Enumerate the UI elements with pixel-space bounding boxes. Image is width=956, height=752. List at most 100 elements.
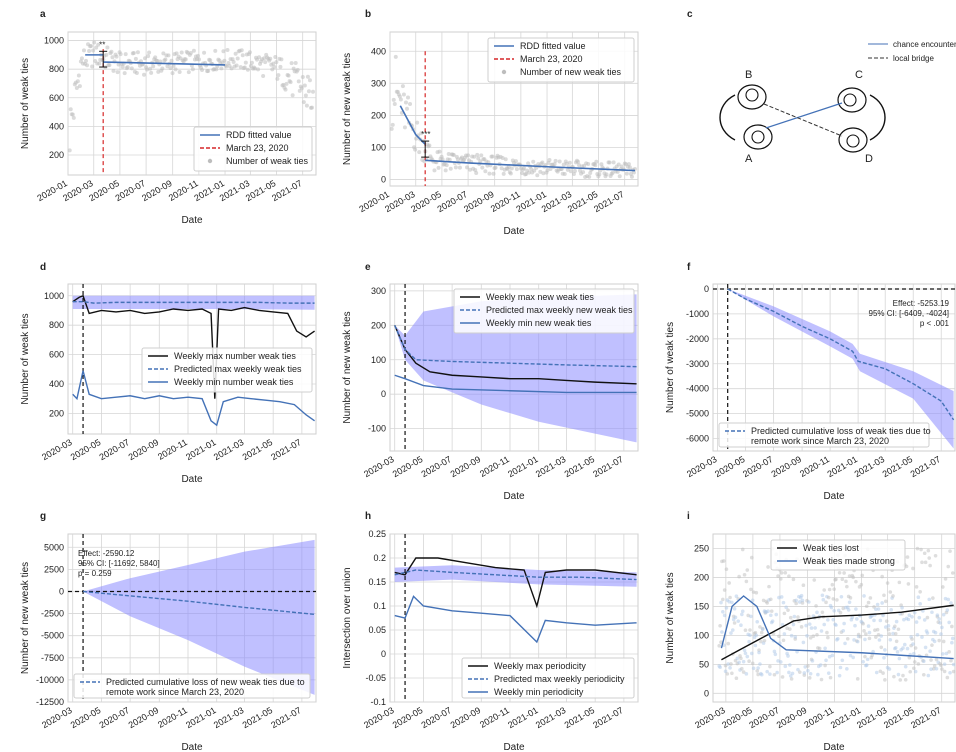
x-tick-label: 2020-05 xyxy=(391,454,425,479)
scatter-point-made-strong xyxy=(782,632,787,636)
scatter-point-lost xyxy=(751,590,756,594)
scatter-point xyxy=(68,107,73,112)
scatter-point-lost xyxy=(838,610,843,615)
legend-entry: remote work since March 23, 2020 xyxy=(106,687,244,697)
panel-letter-f: f xyxy=(687,262,691,273)
scatter-point-made-strong xyxy=(865,657,870,662)
x-tick-label: 2021-07 xyxy=(592,189,626,214)
scatter-point-lost xyxy=(749,555,754,560)
scatter-point xyxy=(408,102,413,107)
y-tick-label: 200 xyxy=(694,572,709,582)
scatter-point-lost xyxy=(928,563,932,568)
legend-box xyxy=(770,539,906,571)
scatter-point-made-strong xyxy=(840,658,845,663)
series-line xyxy=(394,325,637,368)
scatter-point-made-strong xyxy=(922,618,927,622)
scatter-point-lost xyxy=(887,632,892,636)
scatter-point-made-strong xyxy=(792,614,797,619)
scatter-point xyxy=(581,170,586,175)
scatter-point xyxy=(143,56,148,61)
y-tick-label: -10000 xyxy=(36,675,64,685)
scatter-point xyxy=(129,66,134,71)
scatter-point-lost xyxy=(769,597,773,602)
x-tick-label: 2020-07 xyxy=(747,705,781,730)
scatter-point xyxy=(406,95,411,100)
diagram-c: chance encounter local bridge B A C D xyxy=(719,40,956,165)
series-line xyxy=(394,374,637,394)
scatter-point-lost xyxy=(824,600,828,605)
scatter-point-made-strong xyxy=(855,617,859,621)
scatter-point xyxy=(229,66,234,71)
y-tick-label: -0.05 xyxy=(365,673,386,683)
scatter-point xyxy=(131,51,136,56)
y-tick-label: 400 xyxy=(49,379,64,389)
scatter-point xyxy=(506,164,511,169)
x-tick-label: 2021-03 xyxy=(853,454,887,479)
scatter-point-made-strong xyxy=(951,662,956,667)
chart-f: 2020-032020-052020-072020-092020-112021-… xyxy=(665,283,956,502)
scatter-point-lost xyxy=(886,627,891,632)
x-tick-label: 2020-03 xyxy=(693,705,727,730)
y-tick-label: 50 xyxy=(699,659,709,669)
scatter-point-made-strong xyxy=(843,641,847,646)
scatter-point xyxy=(444,163,449,168)
series-line xyxy=(394,569,637,581)
y-tick-label: 0.15 xyxy=(368,577,386,587)
scatter-point-lost xyxy=(834,577,838,582)
scatter-point-lost xyxy=(739,656,743,661)
scatter-point-lost xyxy=(943,577,948,581)
scatter-point-lost xyxy=(867,636,872,641)
scatter-point-lost xyxy=(740,547,745,552)
scatter-point-made-strong xyxy=(876,607,881,611)
y-tick-label: 400 xyxy=(371,46,386,56)
scatter-point-lost xyxy=(862,629,866,633)
scatter-point xyxy=(545,168,550,173)
scatter-point-made-strong xyxy=(900,605,904,610)
scatter-point-made-strong xyxy=(846,608,851,612)
panel-letters: a b c d e f g h i xyxy=(40,9,693,522)
x-tick-label: 2020-07 xyxy=(420,454,454,479)
scatter-point xyxy=(77,84,82,89)
scatter-point-made-strong xyxy=(839,594,844,599)
scatter-point-lost xyxy=(768,664,772,669)
x-axis-label: Date xyxy=(823,491,845,502)
legend-entry: Predicted cumulative loss of weak ties d… xyxy=(751,426,931,436)
scatter-point-lost xyxy=(880,574,884,579)
scatter-point-lost xyxy=(858,634,863,639)
x-tick-label: 2020-05 xyxy=(69,705,103,730)
scatter-point-made-strong xyxy=(874,607,878,612)
scatter-point-made-strong xyxy=(916,595,921,600)
scatter-point-made-strong xyxy=(732,606,737,611)
y-tick-label: 100 xyxy=(371,143,386,153)
y-axis-label: Number of weak ties xyxy=(665,322,676,413)
y-tick-label: 1000 xyxy=(44,36,64,46)
y-tick-label: -4000 xyxy=(686,384,709,394)
y-tick-label: 150 xyxy=(694,601,709,611)
series-line xyxy=(82,590,315,616)
scatter-point xyxy=(586,162,591,167)
scatter-point-lost xyxy=(845,636,850,641)
x-tick-label: 2021-05 xyxy=(241,705,275,730)
y-tick-label: 300 xyxy=(371,78,386,88)
scatter-point xyxy=(153,55,158,60)
x-tick-label: 2021-03 xyxy=(212,705,246,730)
x-tick-label: 2021-05 xyxy=(563,454,597,479)
scatter-point xyxy=(306,89,311,94)
scatter-point xyxy=(448,166,453,171)
scatter-point-made-strong xyxy=(867,630,872,635)
scatter-point-made-strong xyxy=(943,596,948,601)
scatter-point-made-strong xyxy=(853,623,857,628)
legend-local-bridge: local bridge xyxy=(893,54,934,63)
scatter-point-lost xyxy=(785,626,789,630)
scatter-point xyxy=(279,57,284,62)
scatter-point-made-strong xyxy=(863,637,867,642)
scatter-point-lost xyxy=(758,625,762,629)
scatter-point xyxy=(225,48,230,53)
scatter-point-lost xyxy=(820,610,825,615)
x-tick-label: 2021-03 xyxy=(212,437,246,462)
scatter-point-lost xyxy=(844,579,848,584)
scatter-point-made-strong xyxy=(719,600,723,605)
scatter-point xyxy=(577,163,582,168)
x-tick-label: 2020-11 xyxy=(156,705,189,730)
scatter-point xyxy=(474,170,479,175)
